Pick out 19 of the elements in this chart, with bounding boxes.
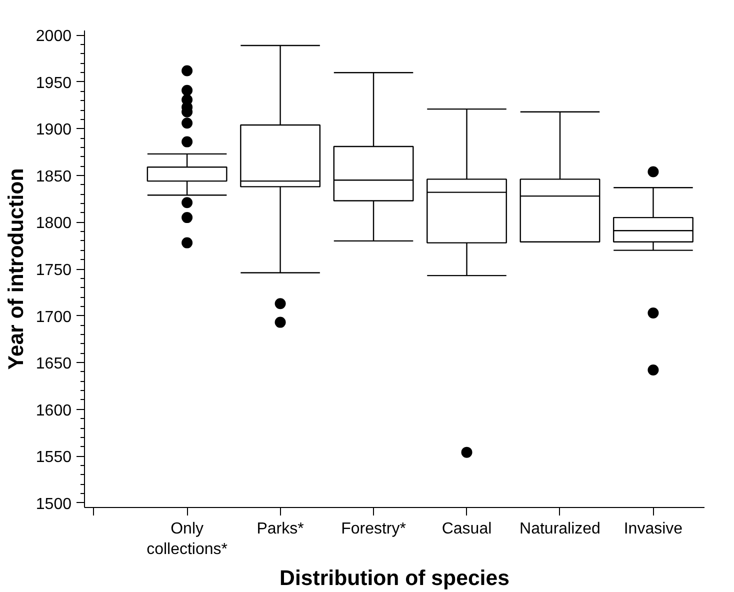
y-tick-label: 1900 xyxy=(36,122,72,139)
y-tick-label: 1950 xyxy=(36,74,72,92)
y-tick-label: 1600 xyxy=(36,402,72,420)
x-tick-label: Parks* xyxy=(256,520,304,538)
y-tick-label: 1700 xyxy=(36,308,72,326)
x-tick-label: Naturalized xyxy=(520,520,600,538)
y-tick-label: 1650 xyxy=(36,356,72,373)
y-tick-label: 1850 xyxy=(36,168,72,186)
x-tick-label: Casual xyxy=(442,520,492,538)
y-tick-label: 1800 xyxy=(36,215,72,232)
x-tick-label: Forestry* xyxy=(341,520,406,538)
x-tick-label: Invasive xyxy=(624,520,683,538)
y-tick-label: 1750 xyxy=(36,262,72,279)
y-tick-label: 2000 xyxy=(36,28,72,46)
y-tick-label: 1500 xyxy=(36,496,72,513)
y-tick-label: 1550 xyxy=(36,449,72,466)
x-tick-label: Only collections* xyxy=(146,520,228,558)
x-axis-title: Distribution of species xyxy=(280,566,510,590)
y-axis-title: Year of introduction xyxy=(4,168,28,370)
